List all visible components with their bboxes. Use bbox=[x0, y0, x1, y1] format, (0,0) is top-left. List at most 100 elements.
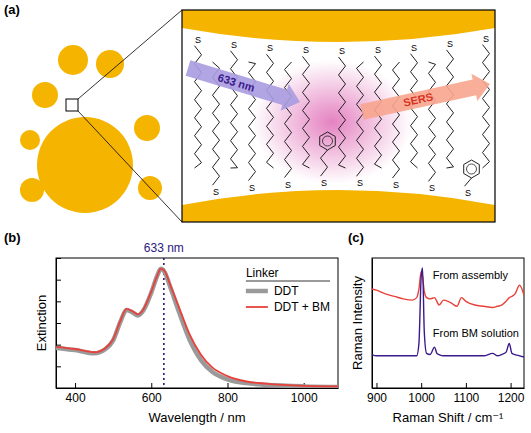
plot-frame bbox=[372, 258, 524, 388]
legend-label: DDT bbox=[274, 284, 299, 298]
benzyl-link bbox=[321, 150, 328, 176]
tick-mark bbox=[376, 383, 377, 388]
diagram-panel: (a)SSSSSSSSSSSSSSSSS633 nmSERS bbox=[4, 2, 495, 222]
x-tick: 400 bbox=[66, 383, 86, 405]
alkyl-chain bbox=[357, 62, 364, 176]
x-tick: 1000 bbox=[408, 383, 435, 405]
gold-surface-bottom bbox=[182, 190, 495, 222]
atom-label: S bbox=[411, 43, 417, 53]
x-tick: 1200 bbox=[498, 383, 525, 405]
alkyl-chain bbox=[447, 50, 454, 168]
benzene-ring bbox=[464, 160, 480, 178]
series-line bbox=[56, 269, 338, 387]
tick-mark bbox=[511, 383, 512, 388]
legend-label: DDT + BM bbox=[274, 300, 330, 314]
plot-area bbox=[372, 268, 524, 357]
legend: LinkerDDTDDT + BM bbox=[246, 266, 330, 314]
tick-label: 900 bbox=[367, 391, 387, 405]
legend-swatch bbox=[246, 289, 268, 294]
series-line bbox=[56, 269, 338, 387]
tick-label: 1000 bbox=[408, 391, 435, 405]
zoom-line bbox=[78, 111, 182, 222]
series-line bbox=[372, 268, 524, 357]
zoom-line bbox=[78, 10, 182, 99]
alkyl-chain bbox=[339, 57, 346, 168]
atom-label: S bbox=[375, 45, 381, 55]
plot-area bbox=[56, 258, 338, 388]
chart-panel: (b) 400 600 800 1000 Wavelength / nm Extinctio… bbox=[4, 230, 339, 425]
atom-label: S bbox=[393, 180, 399, 190]
series-label: From assembly bbox=[433, 269, 509, 281]
reference-line bbox=[163, 258, 165, 388]
atom-label: S bbox=[231, 40, 237, 50]
atom-label: S bbox=[321, 178, 327, 188]
excitation-arrow bbox=[186, 60, 300, 110]
tick-label: 400 bbox=[66, 391, 86, 405]
tick-label: 600 bbox=[142, 391, 162, 405]
atom-label: S bbox=[303, 45, 309, 55]
panel-label: (a) bbox=[4, 2, 20, 17]
y-tick bbox=[56, 323, 61, 324]
y-tick bbox=[56, 301, 61, 302]
y-tick bbox=[56, 366, 61, 367]
y-tick bbox=[56, 280, 61, 281]
atom-label: S bbox=[429, 183, 435, 193]
x-tick: 800 bbox=[218, 383, 238, 405]
benzene-ring bbox=[320, 132, 336, 150]
alkyl-chain bbox=[429, 62, 436, 181]
gold-surface-top bbox=[182, 10, 495, 42]
figure: (a)SSSSSSSSSSSSSSSSS633 nmSERS(b)4006008… bbox=[0, 0, 531, 433]
atom-label: S bbox=[339, 46, 345, 56]
tick-label: 1100 bbox=[453, 391, 479, 405]
y-axis-title: Raman Intensity bbox=[350, 276, 365, 370]
alkyl-chain bbox=[267, 54, 274, 168]
tick-label: 800 bbox=[218, 391, 238, 405]
x-axis-title: Wavelength / nm bbox=[148, 410, 245, 425]
atom-label: S bbox=[447, 39, 453, 49]
panel-label: (b) bbox=[4, 230, 21, 245]
panel-label: (c) bbox=[348, 230, 364, 245]
zoom-background bbox=[182, 10, 495, 222]
alkyl-chain bbox=[231, 51, 238, 168]
signal-arrow-label: SERS bbox=[402, 90, 434, 108]
tick-mark bbox=[56, 280, 61, 281]
chart-panel: (c) 900 1000 1100 1200 Raman Shift / cm⁻¹ Rama… bbox=[348, 230, 525, 425]
tick-label: 1000 bbox=[291, 391, 318, 405]
alkyl-chain bbox=[393, 62, 400, 178]
zoom-square bbox=[66, 99, 78, 111]
tick-mark bbox=[56, 366, 61, 367]
reference-label: 633 nm bbox=[144, 241, 184, 255]
x-axis: 900 1000 1100 1200 bbox=[367, 383, 525, 405]
alkyl-chain bbox=[411, 54, 418, 168]
tick-mark bbox=[56, 323, 61, 324]
excitation-arrow-label: 633 nm bbox=[217, 71, 257, 94]
nanoparticle bbox=[96, 50, 124, 78]
tick-mark bbox=[421, 383, 422, 388]
atom-label: S bbox=[357, 178, 363, 188]
atom-label: S bbox=[213, 187, 219, 197]
plot-frame bbox=[56, 258, 338, 388]
nanoparticle bbox=[58, 45, 88, 75]
tick-mark bbox=[227, 383, 228, 388]
atom-label: S bbox=[195, 35, 201, 45]
y-axis-title: Extinction bbox=[34, 295, 49, 351]
x-tick: 900 bbox=[367, 383, 387, 405]
alkyl-chain bbox=[303, 56, 310, 168]
nanoparticle bbox=[20, 178, 44, 202]
atom-label: S bbox=[249, 183, 255, 193]
x-axis-title: Raman Shift / cm⁻¹ bbox=[393, 410, 505, 425]
x-tick: 1100 bbox=[453, 383, 479, 405]
tick-label: 1200 bbox=[498, 391, 525, 405]
nanoparticle bbox=[32, 82, 58, 108]
signal-arrow bbox=[360, 74, 490, 120]
y-tick bbox=[56, 345, 61, 346]
legend-swatch bbox=[246, 306, 268, 308]
nanoparticle bbox=[134, 115, 160, 141]
nanoparticle bbox=[37, 117, 133, 213]
atom-label: S bbox=[465, 188, 471, 198]
atom-label: S bbox=[285, 180, 291, 190]
series-label: From BM solution bbox=[433, 327, 519, 339]
benzene-ring-inner bbox=[467, 164, 477, 174]
x-tick: 600 bbox=[142, 383, 162, 405]
benzyl-link bbox=[465, 178, 472, 186]
